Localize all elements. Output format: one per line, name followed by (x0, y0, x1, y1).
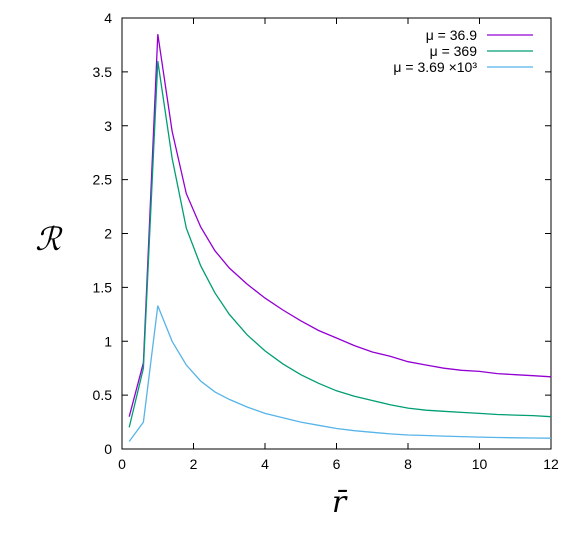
x-tick-label: 0 (118, 456, 126, 472)
y-tick-label: 0.5 (93, 387, 113, 403)
y-tick-label: 4 (104, 10, 112, 26)
legend-label-2: μ = 369 (430, 43, 478, 59)
y-tick-label: 0 (104, 441, 112, 457)
legend-label-1: μ = 36.9 (426, 27, 477, 43)
y-tick-label: 3.5 (93, 64, 113, 80)
series-line-1 (128, 34, 552, 417)
series-line-2 (128, 61, 552, 428)
x-tick-label: 4 (261, 456, 269, 472)
series-line-3 (128, 305, 552, 442)
x-tick-label: 8 (404, 456, 412, 472)
y-tick-label: 3 (104, 118, 112, 134)
y-tick-label: 2.5 (93, 172, 113, 188)
y-axis-title: ℛ (35, 220, 63, 258)
series-lines (128, 34, 552, 442)
y-tick-label: 2 (104, 226, 112, 242)
y-tick-label: 1 (104, 333, 112, 349)
y-tick-label: 1.5 (93, 279, 113, 295)
x-tick-label: 10 (472, 456, 488, 472)
x-tick-labels: 0 2 4 6 8 10 12 (118, 456, 559, 472)
x-tick-label: 12 (543, 456, 559, 472)
x-tick-label: 2 (190, 456, 198, 472)
axis-ticks (121, 17, 552, 450)
x-axis-title: r̄ (332, 485, 348, 520)
x-tick-label: 6 (333, 456, 341, 472)
y-tick-labels: 0 0.5 1 1.5 2 2.5 3 3.5 4 (93, 10, 113, 457)
legend-label-3: μ = 3.69 ×10³ (393, 59, 477, 75)
plot-frame (121, 17, 552, 450)
